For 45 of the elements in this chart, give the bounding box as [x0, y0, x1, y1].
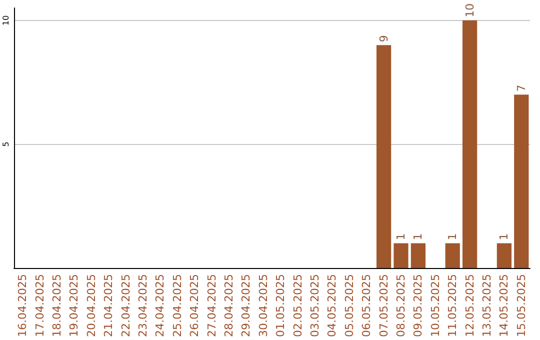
x-tick-label: 13.05.2025	[480, 274, 494, 338]
x-tick-label: 17.04.2025	[33, 274, 46, 338]
x-tick-label: 30.04.2025	[256, 274, 270, 338]
bar	[410, 243, 426, 268]
data-label: 9	[377, 35, 390, 42]
data-label: 7	[514, 84, 528, 92]
x-tick-label: 29.04.2025	[240, 274, 253, 338]
data-label: 1	[446, 233, 460, 240]
bar	[496, 243, 512, 268]
x-tick-label: 25.04.2025	[170, 274, 184, 338]
x-tick-label: 15.05.2025	[514, 274, 528, 338]
bar	[462, 20, 478, 268]
data-label: 1	[498, 233, 511, 240]
x-tick-label: 11.05.2025	[446, 274, 460, 338]
x-tick-label: 16.04.2025	[16, 274, 30, 338]
bar	[376, 45, 392, 268]
x-tick-label: 09.05.2025	[412, 274, 425, 338]
data-label: 1	[412, 233, 425, 240]
bar	[445, 243, 460, 268]
x-tick-label: 21.04.2025	[102, 274, 116, 338]
x-tick-label: 10.05.2025	[428, 274, 442, 338]
x-tick-label: 14.05.2025	[498, 274, 511, 338]
x-tick-label: 19.04.2025	[68, 274, 81, 338]
x-tick-label: 03.05.2025	[308, 274, 322, 338]
x-tick-label: 12.05.2025	[463, 274, 476, 338]
x-tick-label: 27.04.2025	[205, 274, 218, 338]
data-label: 1	[394, 233, 408, 240]
x-tick-label: 05.05.2025	[342, 274, 356, 338]
data-label: 10	[463, 3, 476, 18]
x-tick-label: 28.04.2025	[222, 274, 236, 338]
x-tick-label: 06.05.2025	[360, 274, 374, 338]
x-tick-label: 07.05.2025	[377, 274, 390, 338]
x-tick-label: 08.05.2025	[394, 274, 408, 338]
x-tick-label: 22.04.2025	[119, 274, 132, 338]
bar	[394, 243, 408, 268]
x-tick-label: 23.04.2025	[136, 274, 150, 338]
x-tick-label: 02.05.2025	[291, 274, 304, 338]
bar	[514, 94, 529, 268]
x-tick-label: 20.04.2025	[84, 274, 98, 338]
x-tick-label: 18.04.2025	[50, 274, 64, 338]
x-tick-label: 26.04.2025	[188, 274, 202, 338]
y-tick-label: 5	[2, 142, 10, 147]
x-tick-label: 04.05.2025	[326, 274, 339, 338]
x-tick-label: 01.05.2025	[274, 274, 288, 338]
x-tick-label: 24.04.2025	[154, 274, 167, 338]
